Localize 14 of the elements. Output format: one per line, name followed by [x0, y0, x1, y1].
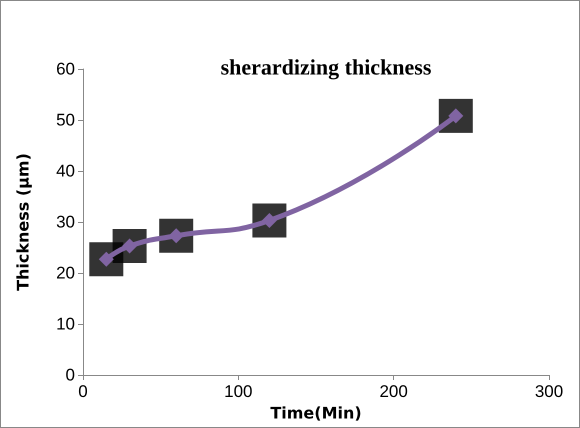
chart-title: sherardizing thickness: [220, 54, 432, 80]
x-axis-title: Time(Min): [270, 403, 362, 422]
x-tick-label: 200: [379, 382, 408, 401]
y-tick-label: 50: [56, 110, 75, 130]
y-tick-label: 0: [66, 366, 75, 384]
y-tick-label: 60: [56, 60, 75, 78]
y-tick-label: 20: [56, 264, 75, 282]
x-tick-label: 0: [78, 382, 88, 401]
y-axis-title: Thickness (µm): [14, 153, 32, 291]
x-tick-label: 300: [534, 382, 564, 401]
y-tick-label: 40: [56, 162, 75, 180]
y-tick-label: 10: [56, 314, 75, 334]
x-tick-label: 100: [224, 382, 253, 401]
y-tick-label: 30: [56, 212, 75, 232]
